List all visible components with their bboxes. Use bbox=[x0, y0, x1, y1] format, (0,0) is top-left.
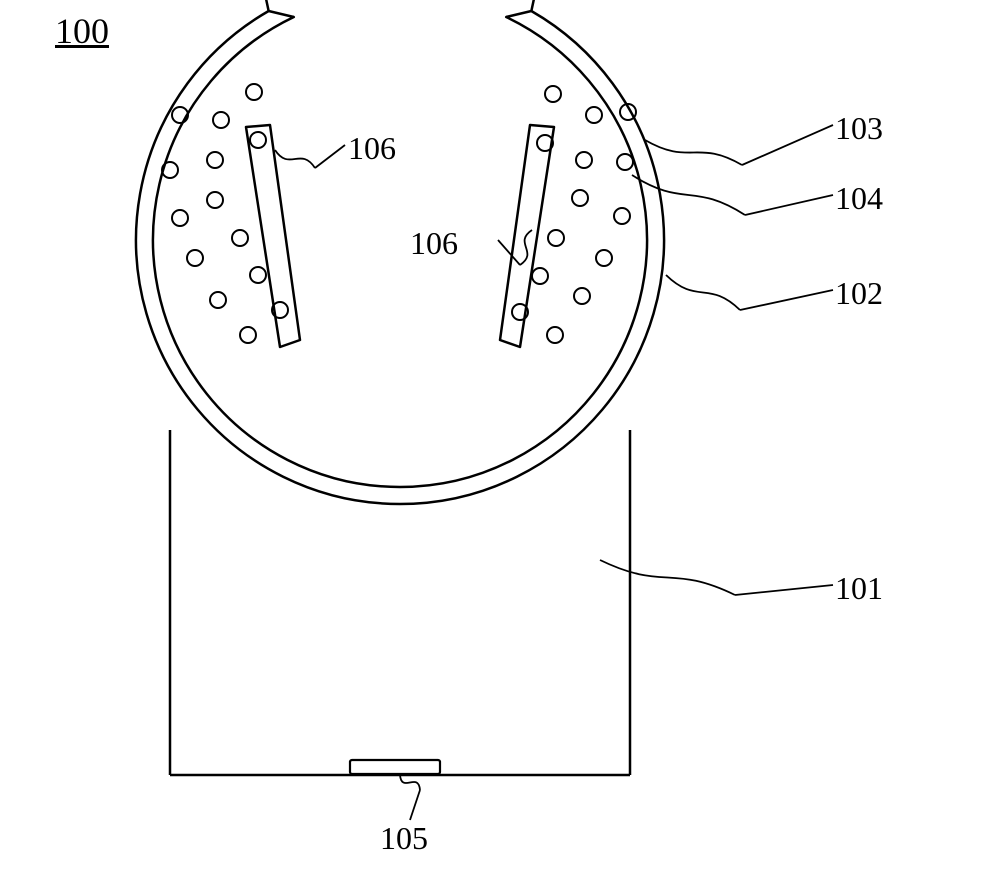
figure-number: 100 bbox=[55, 10, 109, 52]
label-105: 105 bbox=[380, 820, 428, 857]
label-103: 103 bbox=[835, 110, 883, 147]
label-104: 104 bbox=[835, 180, 883, 217]
label-101: 101 bbox=[835, 570, 883, 607]
label-102: 102 bbox=[835, 275, 883, 312]
label-106-left: 106 bbox=[348, 130, 396, 167]
label-106-right: 106 bbox=[410, 225, 458, 262]
